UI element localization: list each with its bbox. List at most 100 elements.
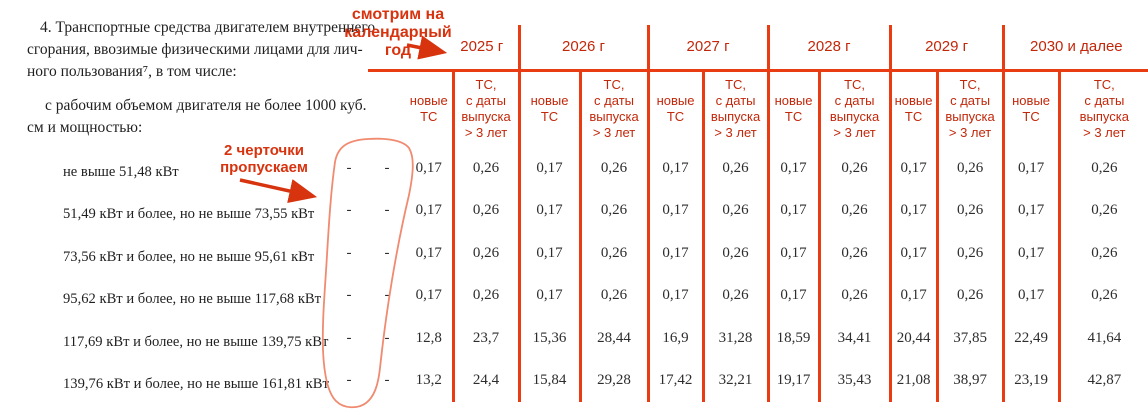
rate-value-cell: 0,26 bbox=[1057, 147, 1148, 190]
year-header-cell: 2028 г bbox=[766, 25, 891, 72]
rate-value-cell: 0,17 bbox=[888, 147, 938, 190]
rate-value-cell: 0,26 bbox=[935, 189, 1004, 232]
year-header-cell: 2030 и далее bbox=[1001, 25, 1148, 72]
table-row: - -0,17 0,26 0,17 0,26 0,17 0,26 0,17 0,26 0,17 0,… bbox=[330, 189, 1148, 232]
table-row: - -0,17 0,26 0,17 0,26 0,17 0,26 0,17 0,26 0,17 0,… bbox=[330, 147, 1148, 190]
skipped-dash-cell: - bbox=[384, 202, 390, 219]
rate-value-cell: 0,17 bbox=[1001, 189, 1060, 232]
rate-value-cell: 0,26 bbox=[1057, 274, 1148, 317]
skipped-dash-cell: - bbox=[346, 244, 352, 261]
rate-value-cell: 0,26 bbox=[451, 147, 520, 190]
rate-value-cell: 41,64 bbox=[1057, 317, 1148, 360]
subheader-over-3-years-cell: ТС, с даты выпуска > 3 лет bbox=[701, 70, 769, 147]
rate-value-cell: 0,17 bbox=[517, 274, 581, 317]
skipped-dash-cell: - bbox=[346, 287, 352, 304]
subheader-new-vehicles-cell: новые ТС bbox=[1001, 70, 1060, 147]
rate-value-cell: 0,17 bbox=[1001, 274, 1060, 317]
subheader-new-vehicles-cell: новые ТС bbox=[766, 70, 820, 147]
spacer-cell bbox=[368, 25, 406, 72]
intro-line: 4. Транспортные средства двигателем внут… bbox=[40, 19, 376, 36]
rate-value-cell: 12,8 bbox=[415, 329, 442, 346]
skipped-dash-cell: - bbox=[384, 159, 390, 176]
spacer-cell bbox=[330, 70, 406, 147]
subheader-over-3-years-cell: ТС, с даты выпуска > 3 лет bbox=[817, 70, 891, 147]
rate-value-cell: 0,26 bbox=[578, 274, 649, 317]
rate-value-cell: 0,17 bbox=[646, 189, 704, 232]
skipped-dash-cell: - bbox=[346, 159, 352, 176]
rate-value-cell: 13,2 bbox=[415, 372, 442, 389]
year-header-cell: 2029 г bbox=[888, 25, 1004, 72]
rate-value-cell: 0,17 bbox=[888, 189, 938, 232]
skipped-dash-cell: - bbox=[384, 372, 390, 389]
row-label: 73,56 кВт и более, но не выше 95,61 кВт bbox=[63, 248, 315, 265]
rate-value-cell: 0,26 bbox=[701, 147, 769, 190]
row-label: 95,62 кВт и более, но не выше 117,68 кВт bbox=[63, 291, 322, 308]
rate-value-cell: 16,9 bbox=[646, 317, 704, 360]
rate-value-cell: 0,26 bbox=[1057, 232, 1148, 275]
rate-value-cell: 0,17 bbox=[415, 244, 442, 261]
rate-value-cell: 0,26 bbox=[817, 274, 891, 317]
rate-value-cell: 37,85 bbox=[935, 317, 1004, 360]
subheader-over-3-years-cell: ТС, с даты выпуска > 3 лет bbox=[1057, 70, 1148, 147]
rate-value-cell: 18,59 bbox=[766, 317, 820, 360]
table-row: - -12,8 23,7 15,36 28,44 16,9 31,28 18,59 34,41 2… bbox=[330, 317, 1148, 360]
subheader-over-3-years-cell: ТС, с даты выпуска > 3 лет bbox=[451, 70, 520, 147]
rate-value-cell: 0,17 bbox=[1001, 232, 1060, 275]
subheader-new-vehicles-cell: новые ТС bbox=[888, 70, 938, 147]
rate-value-cell: 0,17 bbox=[415, 159, 442, 176]
rate-value-cell: 0,17 bbox=[415, 287, 442, 304]
rate-value-cell: 0,26 bbox=[701, 189, 769, 232]
intro-line: ного пользования⁷, в том числе: bbox=[27, 63, 237, 80]
rate-value-cell: 28,44 bbox=[578, 317, 649, 360]
subheader-over-3-years-cell: ТС, с даты выпуска > 3 лет bbox=[935, 70, 1004, 147]
rate-value-cell: 0,26 bbox=[1057, 189, 1148, 232]
table-row: - -0,17 0,26 0,17 0,26 0,17 0,26 0,17 0,26 0,17 0,… bbox=[330, 274, 1148, 317]
year-header-cell: 2027 г bbox=[646, 25, 769, 72]
subheader-row: новые ТС ТС, с даты выпуска > 3 лет новые … bbox=[330, 70, 1148, 147]
rate-value-cell: 0,17 bbox=[766, 147, 820, 190]
rate-value-cell: 0,17 bbox=[646, 147, 704, 190]
skipped-dash-cell: - bbox=[346, 329, 352, 346]
rate-value-cell: 0,17 bbox=[1001, 147, 1060, 190]
skipped-dash-cell: - bbox=[384, 329, 390, 346]
rate-value-cell: 0,17 bbox=[766, 232, 820, 275]
rate-value-cell: 24,4 bbox=[451, 359, 520, 402]
rate-value-cell: 35,43 bbox=[817, 359, 891, 402]
rate-value-cell: 0,17 bbox=[888, 232, 938, 275]
annotation-skip-dashes: 2 черточки пропускаем bbox=[220, 142, 308, 176]
rate-value-cell: 0,17 bbox=[766, 274, 820, 317]
subheader-new-vehicles-cell: новые ТС bbox=[646, 70, 704, 147]
rate-value-cell: 0,17 bbox=[517, 147, 581, 190]
intro-line: с рабочим объемом двигателя не более 100… bbox=[45, 97, 367, 114]
intro-paragraph-1: 4. Транспортные средства двигателем внут… bbox=[27, 17, 375, 83]
intro-line: см и мощностью: bbox=[27, 119, 143, 136]
rate-value-cell: 0,26 bbox=[935, 232, 1004, 275]
rate-value-cell: 0,26 bbox=[935, 147, 1004, 190]
rate-value-cell: 15,84 bbox=[517, 359, 581, 402]
rate-value-cell: 21,08 bbox=[888, 359, 938, 402]
rate-value-cell: 0,26 bbox=[578, 189, 649, 232]
rate-value-cell: 0,17 bbox=[517, 232, 581, 275]
rate-value-cell: 0,26 bbox=[451, 232, 520, 275]
subheader-over-3-years-cell: ТС, с даты выпуска > 3 лет bbox=[578, 70, 649, 147]
row-labels-column: не выше 51,48 кВт 51,49 кВт и более, но н… bbox=[63, 147, 333, 402]
rate-value-cell: 0,26 bbox=[817, 232, 891, 275]
rate-value-cell: 31,28 bbox=[701, 317, 769, 360]
rate-value-cell: 32,21 bbox=[701, 359, 769, 402]
skipped-dash-cell: - bbox=[346, 202, 352, 219]
row-label: 51,49 кВт и более, но не выше 73,55 кВт bbox=[63, 206, 315, 223]
rate-value-cell: 0,17 bbox=[646, 274, 704, 317]
subheader-new-vehicles-cell: новые ТС bbox=[517, 70, 581, 147]
skipped-dash-cell: - bbox=[384, 287, 390, 304]
rate-value-cell: 0,17 bbox=[766, 189, 820, 232]
subheader-new-vehicles-cell: новые ТС bbox=[409, 93, 448, 125]
rate-value-cell: 0,26 bbox=[701, 232, 769, 275]
rate-value-cell: 42,87 bbox=[1057, 359, 1148, 402]
rate-value-cell: 19,17 bbox=[766, 359, 820, 402]
rate-value-cell: 20,44 bbox=[888, 317, 938, 360]
year-header-row: 2025 г 2026 г 2027 г 2028 г 2029 г 2030 и дал… bbox=[330, 25, 1148, 72]
rate-value-cell: 0,26 bbox=[578, 147, 649, 190]
row-label: 139,76 кВт и более, но не выше 161,81 кВ… bbox=[63, 376, 329, 393]
table-row: - - 13,2 24,4 15,84 29,28 17,42 32,21 19,17 35,43… bbox=[330, 359, 1148, 402]
rate-value-cell: 0,17 bbox=[415, 202, 442, 219]
